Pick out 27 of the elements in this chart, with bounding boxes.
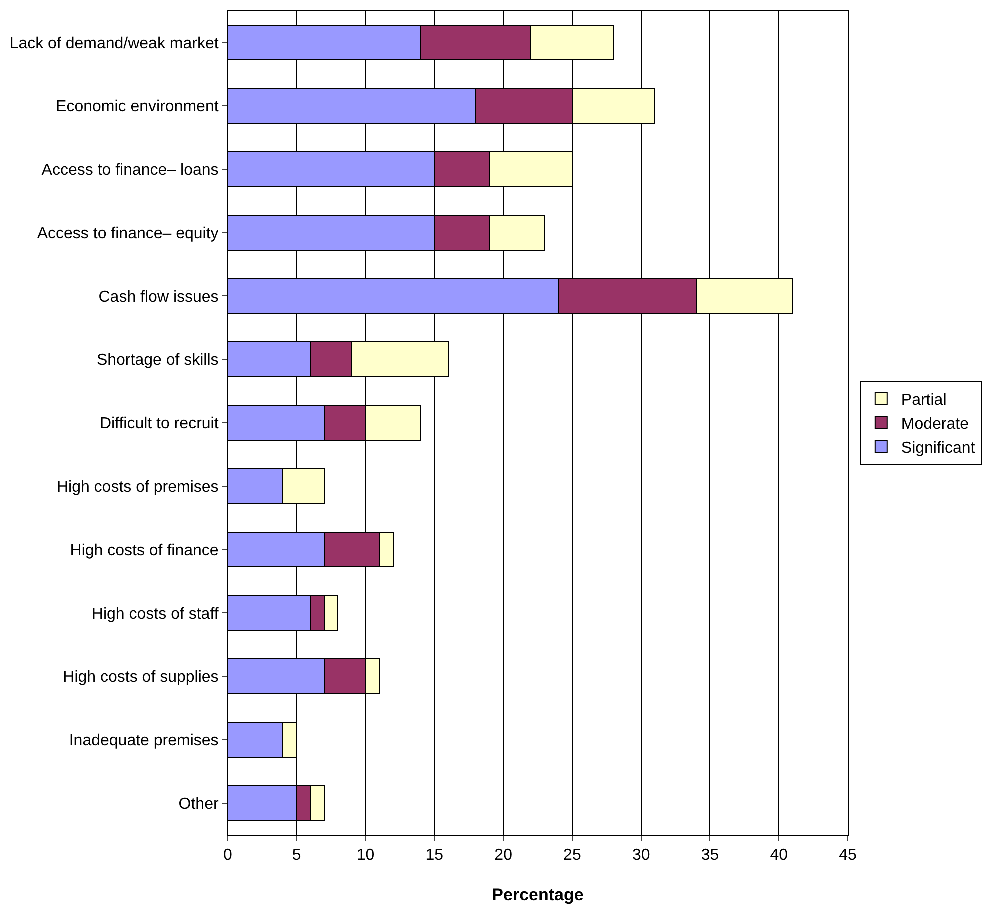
y-tick-label: Cash flow issues [98, 288, 219, 306]
y-tick-label: High costs of premises [56, 478, 219, 496]
y-tick-label: Shortage of skills [96, 352, 219, 370]
y-tick-label: Inadequate premises [69, 732, 219, 750]
x-tick-label: 20 [494, 847, 513, 864]
y-tick-label: High costs of staff [92, 606, 220, 623]
y-tick-label: Lack of demand/weak market [10, 35, 220, 52]
legend-label: Partial [901, 392, 947, 410]
x-tick-label: 15 [426, 847, 444, 864]
x-tick-label: 45 [839, 847, 857, 864]
x-tick-label: 25 [564, 847, 582, 864]
y-tick-label: Difficult to recruit [100, 416, 220, 433]
x-tick-label: 5 [292, 847, 302, 864]
legend-label: Moderate [901, 416, 970, 433]
y-tick-label: High costs of supplies [63, 669, 219, 686]
x-tick-label: 30 [632, 847, 650, 864]
legend-label: Significant [901, 440, 976, 457]
x-tick-label: 35 [701, 847, 720, 864]
y-tick-label: High costs of finance [70, 542, 219, 560]
x-tick-label: 10 [356, 847, 375, 864]
x-tick-label: 40 [770, 847, 788, 864]
y-tick-label: Other [178, 796, 220, 813]
y-tick-label: Access to finance– loans [42, 162, 219, 180]
x-tick-label: 0 [224, 847, 233, 864]
y-tick-label: Economic environment [56, 98, 220, 116]
x-axis-title: Percentage [492, 886, 584, 905]
y-tick-label: Access to finance– equity [37, 225, 219, 242]
